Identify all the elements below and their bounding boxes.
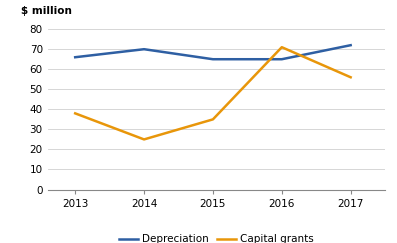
Depreciation (279, 58, 284, 61)
Depreciation (73, 56, 77, 59)
Legend: Depreciation, Capital grants: Depreciation, Capital grants (115, 230, 318, 243)
Text: $ million: $ million (21, 6, 71, 16)
Capital grants (348, 76, 353, 79)
Capital grants (279, 46, 284, 49)
Capital grants (210, 118, 215, 121)
Line: Capital grants: Capital grants (75, 47, 351, 139)
Depreciation (348, 44, 353, 47)
Capital grants (73, 112, 77, 115)
Line: Depreciation: Depreciation (75, 45, 351, 59)
Depreciation (142, 48, 146, 51)
Depreciation (210, 58, 215, 61)
Capital grants (142, 138, 146, 141)
